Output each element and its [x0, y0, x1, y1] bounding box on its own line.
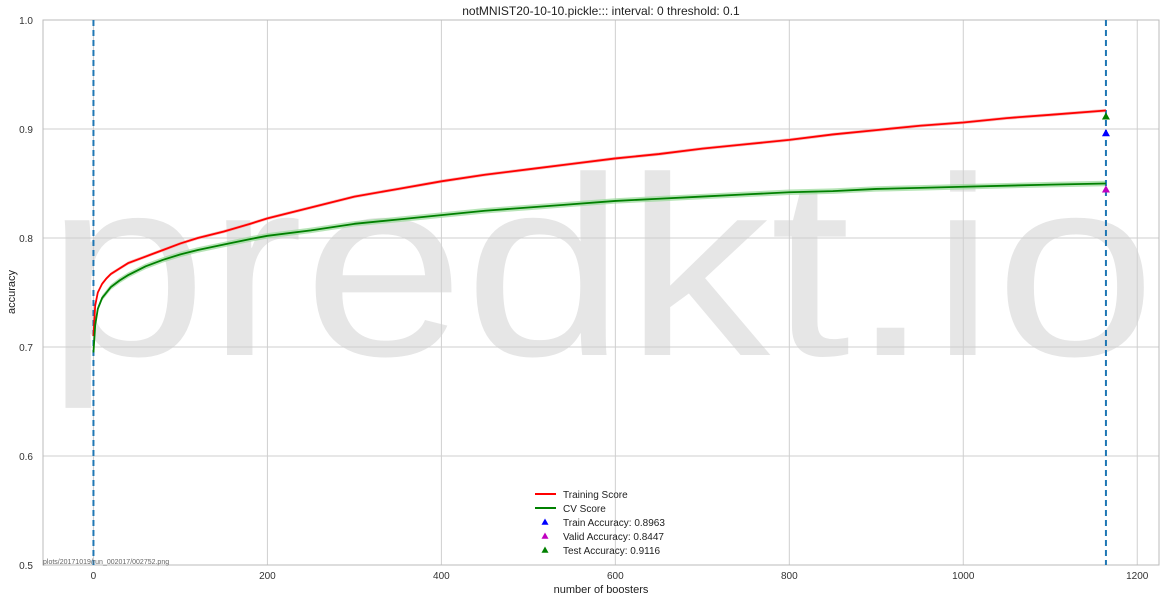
- legend-label: CV Score: [563, 504, 606, 515]
- plot-frame: [42, 19, 1160, 566]
- y-tick-label: 0.8: [19, 234, 33, 245]
- legend-marker-swatch: [541, 546, 549, 553]
- legend-marker-swatch: [541, 518, 549, 525]
- y-tick-label: 0.5: [19, 561, 33, 572]
- x-tick-label: 800: [781, 571, 798, 582]
- y-axis-label: accuracy: [6, 269, 18, 314]
- x-tick-label: 1200: [1126, 571, 1149, 582]
- legend-label: Test Accuracy: 0.9116: [563, 546, 661, 557]
- x-tick-label: 400: [433, 571, 450, 582]
- y-tick-label: 0.6: [19, 452, 33, 463]
- y-tick-label: 0.9: [19, 125, 33, 136]
- legend-label: Train Accuracy: 0.8963: [563, 518, 665, 529]
- legend: Training Score CV Score Train Accuracy: 0.…: [535, 490, 665, 557]
- plot-area: [43, 20, 1159, 565]
- watermark: predkt.io: [46, 125, 1156, 410]
- y-tick-label: 0.7: [19, 343, 33, 354]
- accuracy-marker: [1101, 185, 1110, 193]
- axis-ticks: 0 200 400 600 800 1000 1200 0.5 0.6 0.7 0.8 0.9 1.0: [19, 16, 1149, 582]
- x-tick-label: 600: [607, 571, 624, 582]
- accuracy-marker: [1101, 129, 1110, 137]
- accuracy-markers: [1101, 112, 1110, 193]
- x-tick-label: 200: [259, 571, 276, 582]
- legend-marker-swatch: [541, 532, 549, 539]
- y-tick-label: 1.0: [19, 16, 33, 27]
- legend-label: Training Score: [563, 490, 628, 501]
- series-lines: [92, 109, 1107, 353]
- series-line: [92, 182, 1106, 353]
- series-line: [92, 109, 1107, 337]
- accuracy-marker: [1101, 112, 1110, 120]
- chart-title: notMNIST20-10-10.pickle::: interval: 0 t…: [462, 4, 740, 18]
- x-axis-label: number of boosters: [554, 584, 649, 596]
- grid: [42, 19, 1160, 566]
- x-tick-label: 1000: [952, 571, 975, 582]
- x-tick-label: 0: [91, 571, 97, 582]
- file-footnote: plots/20171019/run_002017/002752.png: [43, 559, 169, 566]
- legend-label: Valid Accuracy: 0.8447: [563, 532, 664, 543]
